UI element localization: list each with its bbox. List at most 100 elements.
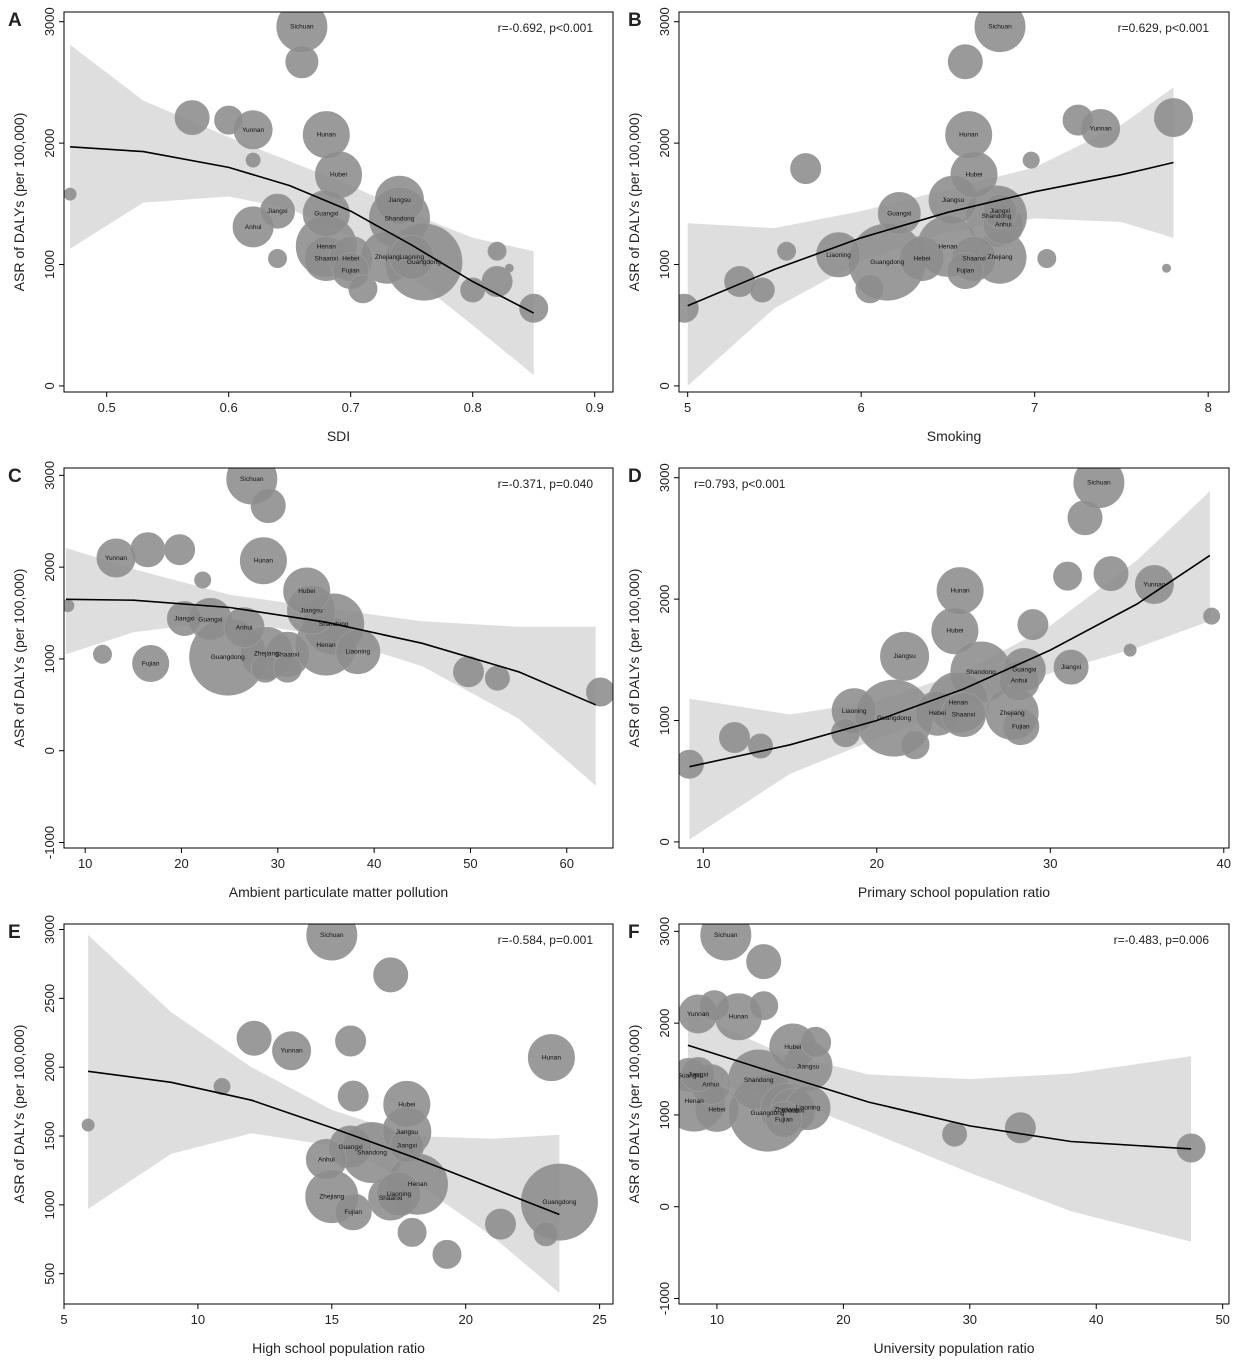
x-tick-label: 20 [870, 856, 884, 871]
bubble-point [373, 957, 409, 993]
bubble-point [749, 277, 775, 303]
y-axis-title: ASR of DALYs (per 100,000) [626, 1025, 642, 1204]
x-tick-label: 25 [592, 1312, 606, 1327]
y-tick-label: 3000 [657, 917, 672, 946]
x-tick-label: 0.8 [464, 400, 482, 415]
x-tick-label: 60 [560, 856, 574, 871]
x-axis-title: Primary school population ratio [858, 884, 1050, 900]
bubble-point [432, 1239, 462, 1269]
x-tick-label: 0.7 [342, 400, 360, 415]
bubble-point [1053, 649, 1089, 685]
bubble-point [223, 607, 265, 649]
x-axis-title: Smoking [927, 428, 981, 444]
x-tick-label: 20 [174, 856, 188, 871]
panel-label: C [8, 466, 22, 487]
bubble-point [376, 1171, 422, 1217]
chart-f: Guangdong Shandong Henan Zhejiang Sichuan Jia… [626, 917, 1230, 1356]
bubble-point [719, 722, 750, 753]
bubble-point [746, 944, 782, 980]
bubble-label: Guangdong [877, 715, 911, 722]
bubble-label: Hubei [330, 172, 347, 179]
fitted-curve [689, 554, 1211, 768]
stat-annotation: r=-0.371, p=0.040 [498, 477, 594, 491]
panel-f: Guangdong Shandong Henan Zhejiang Sichuan Jia… [620, 912, 1247, 1371]
x-tick-label: 10 [78, 856, 92, 871]
bubble-label: Fujian [342, 268, 360, 275]
bubble-point [164, 534, 196, 566]
bubble-point [527, 1034, 575, 1082]
y-tick-label: 0 [657, 1203, 672, 1210]
fitted-curve [70, 146, 535, 314]
bubble-label: Zhejiang [375, 254, 400, 261]
x-tick-label: 20 [458, 1312, 472, 1327]
panel-e: Guangdong Shandong Henan Zhejiang Sichuan Jia… [0, 912, 624, 1371]
plot-frame [678, 923, 1230, 1305]
plot-frame [63, 11, 614, 393]
bubble-label: Sichuan [714, 932, 738, 939]
bubble-label: Shaanxi [962, 256, 986, 263]
bubble-label: Fujian [1012, 724, 1030, 731]
bubble-point [777, 241, 797, 261]
bubble-point [335, 1025, 367, 1057]
y-axis-title: ASR of DALYs (per 100,000) [11, 569, 27, 748]
y-tick-label: 3000 [657, 7, 672, 36]
y-tick-label: 2000 [42, 553, 57, 582]
x-tick-label: 30 [271, 856, 285, 871]
bubble-point [931, 607, 979, 655]
bubble-label: Shaanxi [315, 256, 339, 263]
y-tick-label: 0 [42, 747, 57, 754]
x-tick-label: 40 [367, 856, 381, 871]
panel-b: Guangdong Shandong Henan Zhejiang Sichuan Jia… [620, 0, 1247, 458]
bubble-label: Yunnan [281, 1048, 303, 1055]
bubble-label: Sichuan [240, 476, 264, 483]
bubble-label: Hebei [708, 1106, 725, 1113]
bubble-label: Hubei [298, 588, 315, 595]
y-axis-title: ASR of DALYs (per 100,000) [11, 1025, 27, 1204]
bubble-label: Hubei [966, 172, 983, 179]
bubble-label: Liaoning [826, 252, 851, 259]
bubble-label: Hunan [317, 132, 337, 139]
bubble-point [1037, 249, 1057, 268]
bubble-point [519, 293, 549, 323]
y-axis-title: ASR of DALYs (per 100,000) [626, 569, 642, 748]
bubble-point [680, 1057, 716, 1092]
bubble-point [306, 924, 358, 961]
bubble-point [1022, 151, 1040, 169]
fitted-curve [687, 1044, 1192, 1150]
bubble-point [1154, 98, 1193, 138]
bubble-label: Liaoning [842, 708, 867, 715]
plot-frame [63, 923, 614, 1305]
bubble-label: Jiangsu [893, 653, 916, 660]
bubble-label: Hubei [946, 628, 963, 635]
bubble-point [64, 187, 77, 201]
bubble-label: Fujian [956, 268, 974, 275]
bubble-label: Hunan [959, 132, 979, 139]
stat-annotation: r=-0.692, p<0.001 [498, 21, 594, 35]
x-tick-label: 6 [858, 400, 865, 415]
bubble-point [947, 44, 983, 80]
y-axis-title: ASR of DALYs (per 100,000) [626, 113, 642, 292]
x-tick-label: 10 [710, 1312, 724, 1327]
bubble-label: Guangdong [542, 1199, 576, 1206]
bubble-label: Zhejiang [254, 650, 279, 657]
bubble-label: Hubei [398, 1101, 415, 1108]
bubble-label: Anhui [1011, 678, 1028, 685]
bubble-label: Guangdong [211, 654, 245, 661]
plot-area: Guangdong Shandong Henan Zhejiang Sichuan Jia… [679, 468, 1221, 840]
bubble-label: Henan [949, 699, 969, 706]
bubble-label: Liaoning [796, 1105, 821, 1112]
x-tick-label: 20 [836, 1312, 850, 1327]
bubble-label: Zhejiang [319, 1194, 344, 1201]
bubble-point [679, 293, 699, 323]
plot-frame [63, 467, 614, 849]
bubble-label: Liaoning [387, 1191, 412, 1198]
y-tick-label: 0 [42, 382, 57, 389]
bubble-point [453, 656, 484, 688]
bubble-point [998, 660, 1040, 701]
bubble-point [132, 645, 170, 682]
bubble-label: Guangxi [887, 211, 911, 218]
x-tick-label: 5 [684, 400, 691, 415]
confidence-band [88, 935, 560, 1293]
plot-area: Guangdong Shandong Henan Zhejiang Sichuan Jia… [679, 924, 1206, 1242]
bubble-label: Guangxi [1012, 667, 1036, 674]
